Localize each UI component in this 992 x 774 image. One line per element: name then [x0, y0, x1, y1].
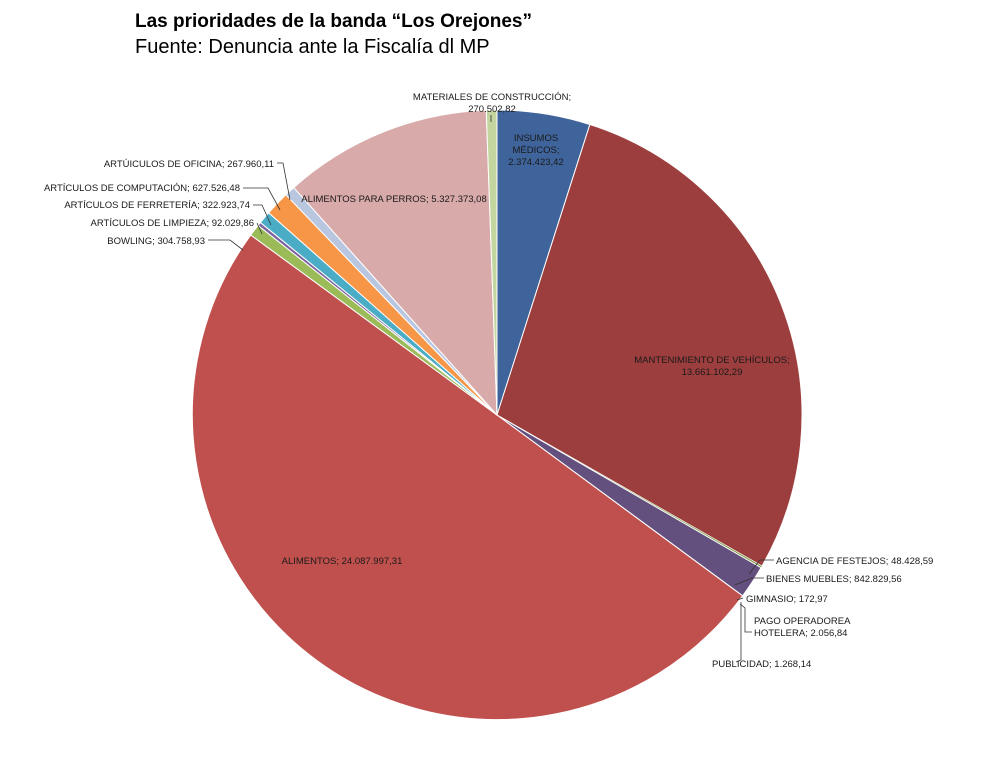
- leader-line-oficina: [277, 162, 291, 201]
- chart-title: Las prioridades de la banda “Los Orejone…: [135, 11, 532, 32]
- leader-line-bowling: [208, 239, 244, 251]
- slice-label-oficina: ARTÚICULOS DE OFICINA; 267.960,11: [104, 159, 274, 170]
- leader-line-festejos: [748, 559, 774, 575]
- slice-label-computacion: ARTÍCULOS DE COMPUTACIÓN; 627.526,48: [44, 183, 240, 194]
- slice-label-line: MATERIALES DE CONSTRUCCIÓN;: [413, 92, 571, 103]
- slice-label-line: ARTÍCULOS DE FERRETERÍA; 322.923,74: [64, 200, 250, 211]
- slice-label-line: MANTENIMIENTO DE VEHÍCULOS;: [634, 355, 790, 366]
- slice-label-muebles: BIENES MUEBLES; 842.829,56: [766, 574, 902, 585]
- leader-line-publicidad: [735, 602, 742, 663]
- slice-label-line: GIMNASIO; 172,97: [746, 594, 828, 605]
- slice-label-line: BIENES MUEBLES; 842.829,56: [766, 574, 902, 585]
- slice-label-line: PUBLICIDAD; 1.268,14: [712, 659, 811, 670]
- leader-line-ferreteria: [253, 204, 272, 226]
- slice-label-alimentos: ALIMENTOS; 24.087.997,31: [282, 556, 403, 567]
- slice-label-vehiculos: MANTENIMIENTO DE VEHÍCULOS; 13.661.102,29: [634, 355, 790, 378]
- pie-slice-construccion: [485, 109, 498, 416]
- leader-line-computacion: [243, 187, 281, 211]
- leader-line-hotelera: [739, 603, 752, 633]
- pie-slice-alimentos: [191, 234, 744, 721]
- slice-label-line: AGENCIA DE FESTEJOS; 48.428,59: [776, 556, 933, 567]
- pie-slice-perros: [293, 109, 498, 417]
- slice-label-line: 270.502,82: [468, 104, 516, 115]
- slice-labels: INSUMOS MÉDICOS; 2.374.423,42 MANTENIMIENTO…: [44, 92, 933, 670]
- slice-label-limpieza: ARTÍCULOS DE LIMPIEZA; 92.029,86: [90, 218, 254, 229]
- slice-label-gimnasio: GIMNASIO; 172,97: [746, 594, 828, 605]
- slice-label-line: ALIMENTOS PARA PERROS; 5.327.373,08: [301, 194, 487, 205]
- slice-label-ferreteria: ARTÍCULOS DE FERRETERÍA; 322.923,74: [64, 200, 250, 211]
- leader-line-limpieza: [256, 222, 263, 235]
- leader-line-muebles: [734, 577, 764, 586]
- slice-label-line: INSUMOS: [514, 133, 558, 144]
- slice-label-line: 13.661.102,29: [682, 367, 743, 378]
- slice-label-insumos: INSUMOS MÉDICOS; 2.374.423,42: [508, 133, 563, 168]
- slice-label-construccion: MATERIALES DE CONSTRUCCIÓN; 270.502,82: [413, 92, 571, 115]
- slice-label-publicidad: PUBLICIDAD; 1.268,14: [712, 659, 811, 670]
- slice-label-line: MÉDICOS;: [513, 145, 560, 156]
- leader-lines: [208, 115, 774, 663]
- slice-label-hotelera: PAGO OPERADOREA HOTELERA; 2.056,84: [754, 616, 851, 639]
- slice-label-festejos: AGENCIA DE FESTEJOS; 48.428,59: [776, 556, 933, 567]
- slice-label-perros: ALIMENTOS PARA PERROS; 5.327.373,08: [301, 194, 487, 205]
- slice-label-line: ARTÍCULOS DE COMPUTACIÓN; 627.526,48: [44, 183, 240, 194]
- pie-slice-vehiculos: [496, 123, 803, 567]
- slice-label-line: 2.374.423,42: [508, 157, 563, 168]
- slice-label-line: ARTÚICULOS DE OFICINA; 267.960,11: [104, 159, 274, 170]
- chart-subtitle: Fuente: Denuncia ante la Fiscalía dl MP: [135, 36, 490, 58]
- slice-label-line: PAGO OPERADOREA: [754, 616, 851, 627]
- slice-label-line: BOWLING; 304.758,93: [107, 236, 205, 247]
- slice-label-bowling: BOWLING; 304.758,93: [107, 236, 205, 247]
- slice-label-line: ALIMENTOS; 24.087.997,31: [282, 556, 403, 567]
- slice-label-line: ARTÍCULOS DE LIMPIEZA; 92.029,86: [90, 218, 254, 229]
- slice-label-line: HOTELERA; 2.056,84: [754, 628, 847, 639]
- leader-line-gimnasio: [736, 597, 744, 601]
- pie-slices: [191, 109, 803, 721]
